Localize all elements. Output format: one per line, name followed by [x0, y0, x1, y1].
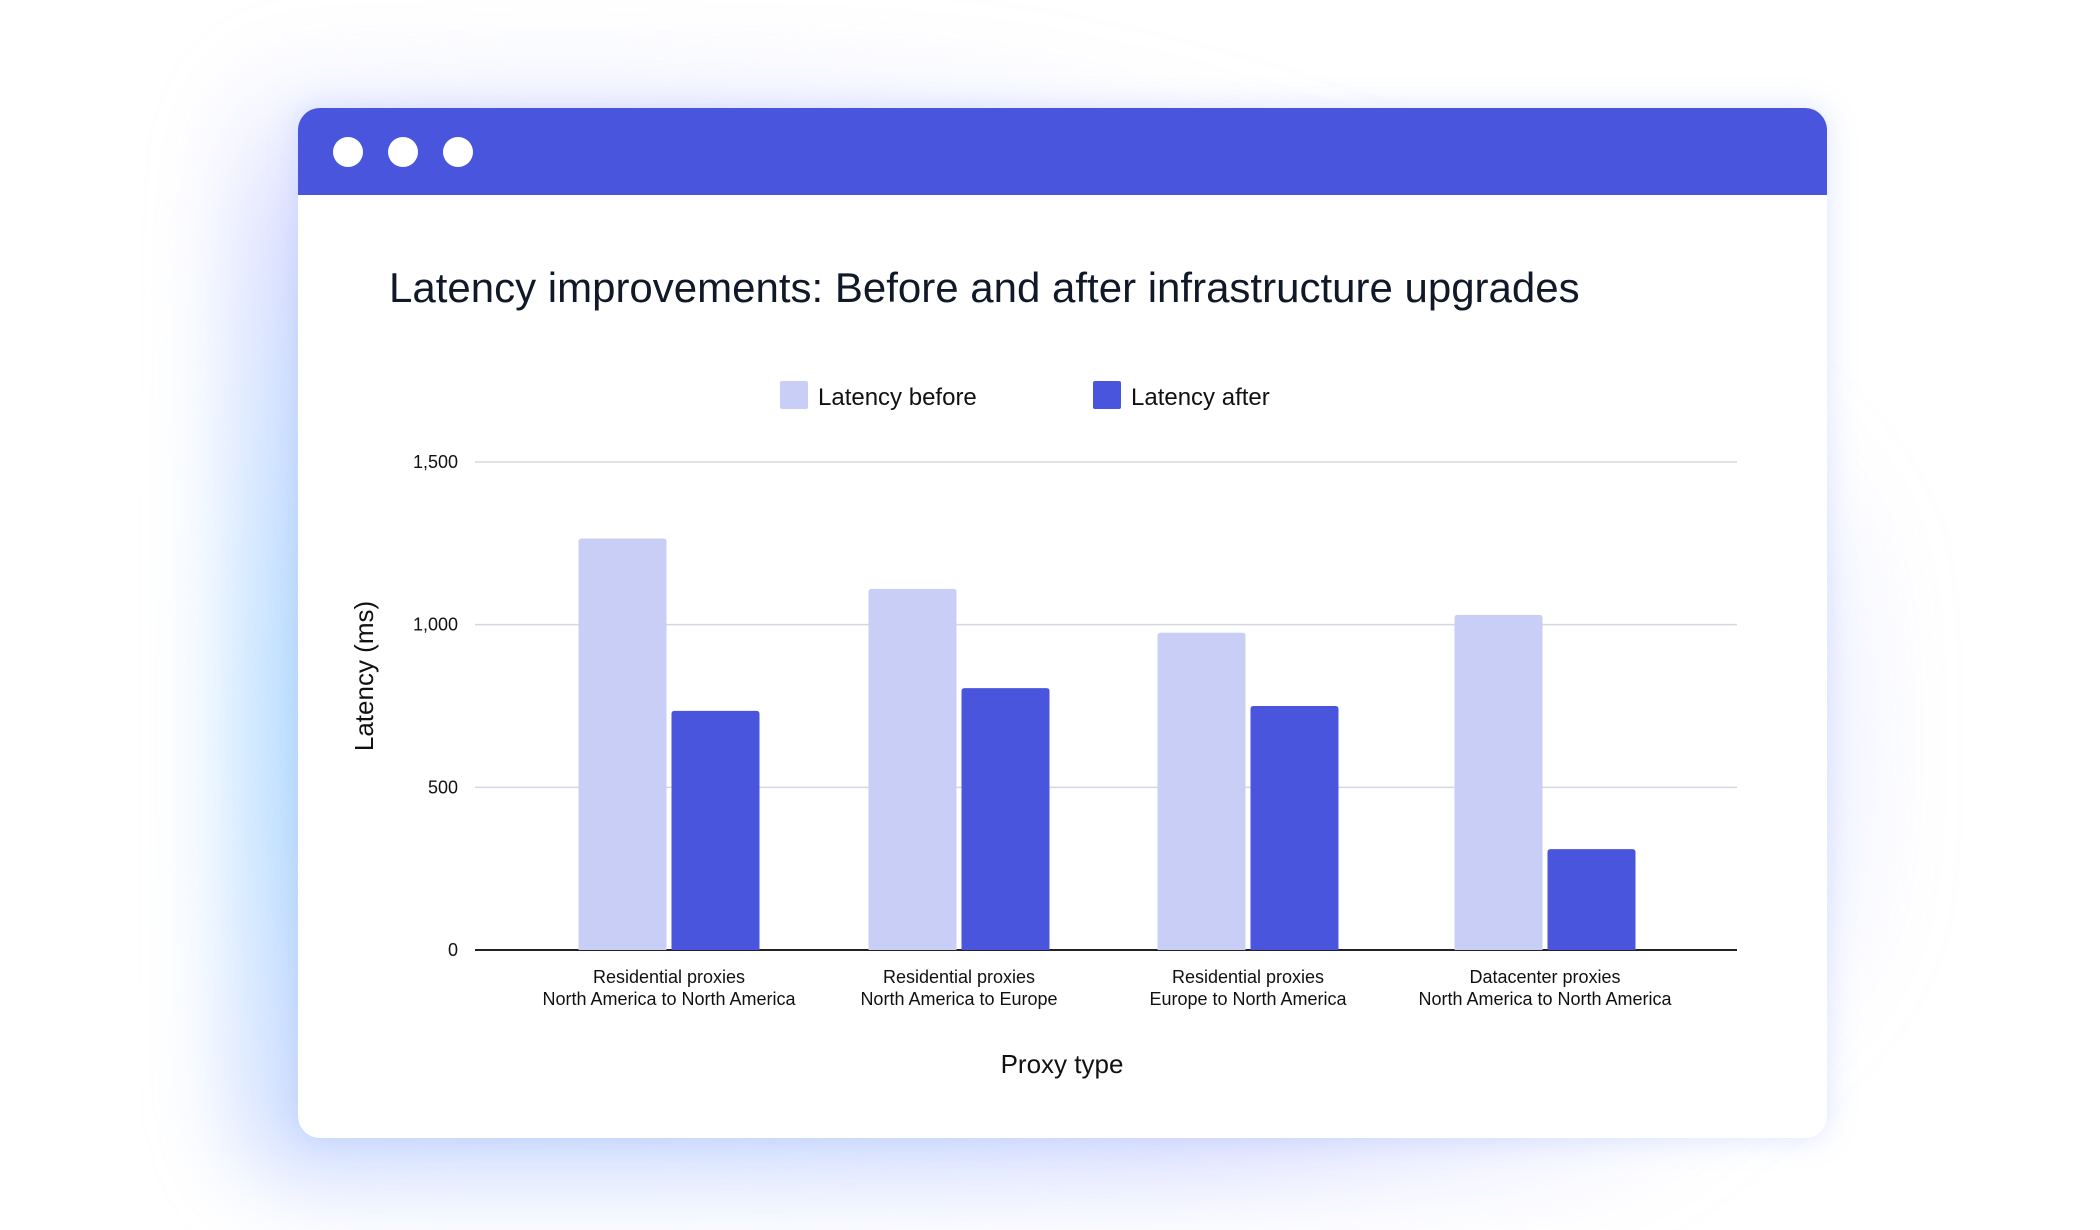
- y-tick-label: 1,000: [413, 615, 458, 635]
- bar-after: [671, 710, 760, 950]
- chart-title: Latency improvements: Before and after i…: [389, 264, 1580, 311]
- bar-after: [1547, 849, 1636, 950]
- legend-swatch: [1093, 381, 1121, 409]
- category-label: Residential proxies: [593, 967, 745, 987]
- legend-swatch: [780, 381, 808, 409]
- category-label: Residential proxies: [1172, 967, 1324, 987]
- bar-before: [1157, 632, 1246, 950]
- bar-after: [961, 688, 1050, 950]
- legend: Latency before Latency after: [780, 381, 1270, 411]
- close-dot-icon[interactable]: [333, 137, 363, 167]
- browser-window: [298, 108, 1827, 1138]
- bar-before: [1454, 614, 1543, 950]
- bar-before: [578, 538, 667, 950]
- y-tick-label: 1,500: [413, 452, 458, 472]
- category-label: Datacenter proxies: [1469, 967, 1620, 987]
- category-label: North America to North America: [1418, 989, 1672, 1009]
- bar-after: [1250, 706, 1339, 950]
- bar-before: [868, 588, 957, 950]
- y-tick-label: 0: [448, 940, 458, 960]
- minimize-dot-icon[interactable]: [388, 137, 418, 167]
- legend-label: Latency before: [818, 384, 977, 411]
- bars: [578, 538, 1636, 950]
- window-titlebar: [298, 108, 1827, 195]
- legend-label: Latency after: [1131, 384, 1270, 411]
- y-tick-label: 500: [428, 777, 458, 797]
- x-axis-title: Proxy type: [1001, 1049, 1124, 1079]
- y-axis-title: Latency (ms): [349, 601, 379, 751]
- category-label: Europe to North America: [1149, 989, 1347, 1009]
- category-label: North America to North America: [542, 989, 796, 1009]
- maximize-dot-icon[interactable]: [443, 137, 473, 167]
- category-label: Residential proxies: [883, 967, 1035, 987]
- category-label: North America to Europe: [860, 989, 1057, 1009]
